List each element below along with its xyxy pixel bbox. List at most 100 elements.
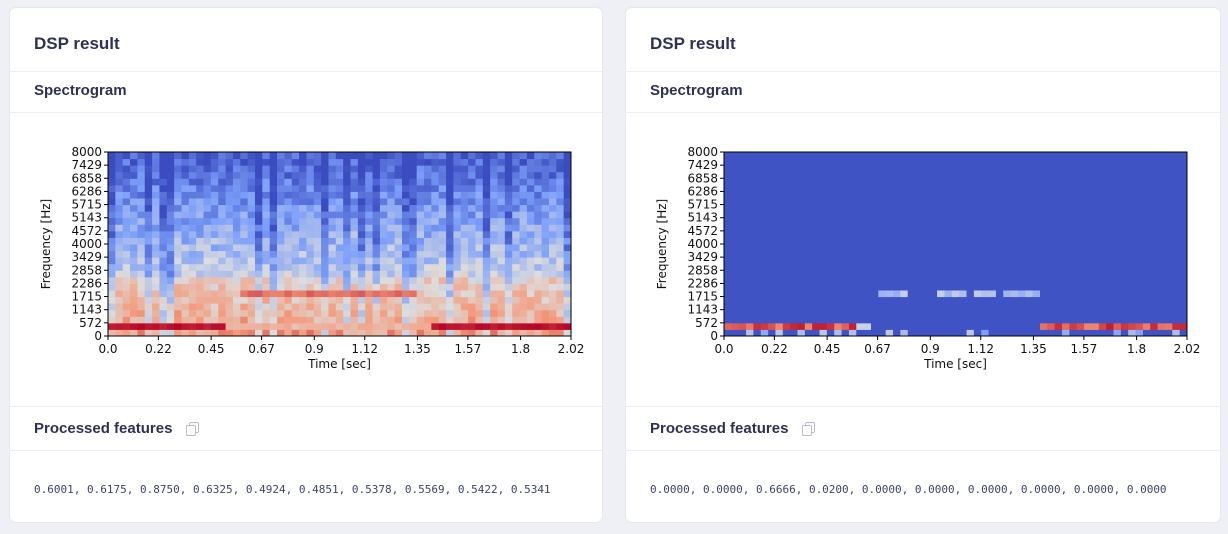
heatmap-cell [1054,191,1063,199]
heatmap-cell [1091,270,1100,278]
heatmap-cell [269,329,278,337]
heatmap-cell [878,257,887,265]
heatmap-cell [915,230,923,238]
heatmap-cell [174,316,182,324]
heatmap-cell [534,204,543,212]
copy-icon[interactable] [186,422,200,436]
heatmap-cell [401,250,410,258]
heatmap-cell [826,283,835,291]
heatmap-cell [247,211,256,219]
heatmap-cell [188,191,197,199]
heatmap-cell [1047,158,1056,166]
heatmap-cell [731,152,740,160]
heatmap-cell [812,184,821,192]
heatmap-cell [1032,263,1041,271]
y-tick-label: 4000 [687,237,718,251]
heatmap-cell [1054,184,1063,192]
heatmap-cell [1076,303,1085,311]
heatmap-cell [394,290,403,298]
heatmap-cell [1010,316,1019,324]
heatmap-cell [988,322,997,330]
heatmap-cell [1084,230,1092,238]
copy-icon[interactable] [802,422,816,436]
heatmap-cell [1106,165,1115,173]
heatmap-cell [790,244,798,252]
heatmap-cell [731,237,740,245]
heatmap-cell [490,171,499,179]
heatmap-cell [409,329,418,337]
heatmap-cell [416,257,425,265]
heatmap-cell [130,158,138,166]
heatmap-cell [995,211,1004,219]
heatmap-cell [321,237,329,245]
heatmap-cell [922,276,931,284]
heatmap-cell [343,165,352,173]
heatmap-cell [475,270,484,278]
heatmap-cell [907,237,916,245]
heatmap-cell [313,198,322,206]
heatmap-cell [812,237,821,245]
features-values: 0.0000, 0.0000, 0.6666, 0.0200, 0.0000, … [650,483,1167,496]
heatmap-cell [372,211,381,219]
heatmap-cell [387,263,396,271]
heatmap-cell [1128,316,1137,324]
heatmap-cell [1003,316,1012,324]
heatmap-cell [232,290,241,298]
heatmap-cell [959,230,968,238]
heatmap-cell [240,316,249,324]
heatmap-cell [254,158,263,166]
heatmap-cell [343,158,352,166]
heatmap-cell [468,158,476,166]
heatmap-cell [306,276,315,284]
heatmap-cell [1084,329,1092,337]
heatmap-cell [870,171,879,179]
heatmap-cell [247,152,256,160]
heatmap-cell [284,158,293,166]
heatmap-cell [1010,322,1019,330]
heatmap-cell [885,309,894,317]
heatmap-cell [210,296,219,304]
heatmap-cell [790,224,798,232]
heatmap-cell [988,198,997,206]
heatmap-cell [277,237,285,245]
heatmap-cell [343,178,352,186]
heatmap-cell [350,316,359,324]
heatmap-cell [409,224,418,232]
heatmap-cell [291,283,300,291]
heatmap-cell [731,303,740,311]
heatmap-cell [760,263,769,271]
heatmap-cell [1032,309,1041,317]
heatmap-cell [790,263,798,271]
heatmap-cell [306,244,315,252]
heatmap-cell [1047,178,1056,186]
heatmap-cell [365,276,374,284]
heatmap-cell [731,217,740,225]
heatmap-cell [724,171,732,179]
heatmap-cell [1142,244,1151,252]
heatmap-cell [746,152,754,160]
heatmap-cell [254,165,263,173]
heatmap-cell [841,230,850,238]
heatmap-cell [210,158,219,166]
heatmap-cell [878,152,887,160]
heatmap-cell [181,270,190,278]
heatmap-cell [497,263,506,271]
heatmap-cell [269,217,278,225]
heatmap-cell [357,296,366,304]
heatmap-cell [1040,217,1048,225]
heatmap-cell [826,171,835,179]
x-tick-label: 1.8 [1127,342,1146,356]
x-tick-label: 0.9 [305,342,324,356]
heatmap-cell [563,230,572,238]
heatmap-cell [724,329,732,337]
heatmap-cell [401,211,410,219]
heatmap-cell [981,309,990,317]
heatmap-cell [1069,276,1078,284]
heatmap-cell [130,165,138,173]
divider [10,450,602,451]
heatmap-cell [196,165,205,173]
heatmap-cell [394,237,403,245]
heatmap-cell [738,244,747,252]
heatmap-cell [468,263,476,271]
heatmap-cell [1113,322,1122,330]
